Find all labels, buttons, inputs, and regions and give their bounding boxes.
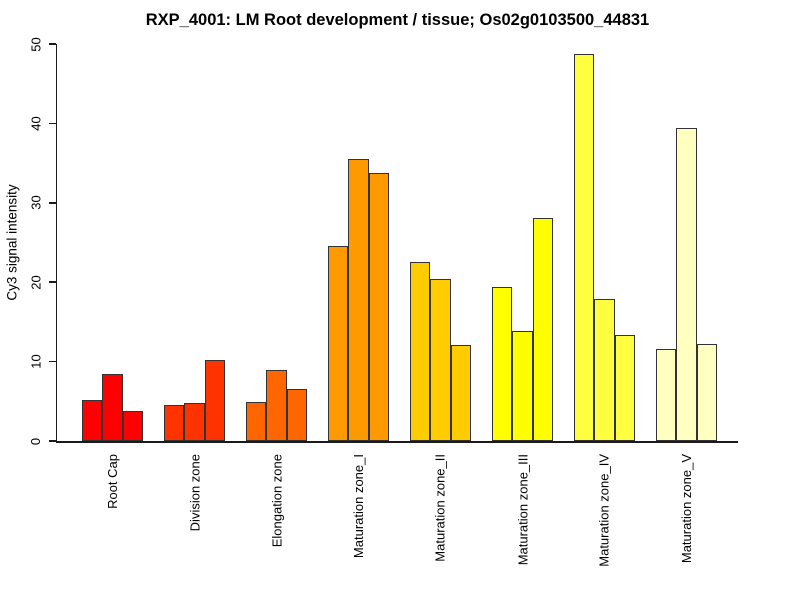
bar-root-cap-3 <box>122 410 144 441</box>
y-tick-label: 40 <box>28 116 44 131</box>
y-tick-label: 20 <box>28 274 44 290</box>
bar-division-zone-1 <box>163 405 185 441</box>
bar-maturation-zone-i-2 <box>348 159 369 441</box>
x-category-label: Maturation zone_I <box>350 454 366 559</box>
bar-root-cap-1 <box>81 399 103 441</box>
y-axis-line <box>55 44 57 441</box>
bar-maturation-zone-iv-1 <box>573 53 595 441</box>
bar-maturation-zone-i-3 <box>368 172 390 441</box>
x-category-label: Root Cap <box>104 454 120 509</box>
y-axis-tick <box>48 440 56 442</box>
x-category-label: Elongation zone <box>268 454 284 548</box>
x-category-label: Maturation zone_II <box>432 454 448 562</box>
bar-division-zone-3 <box>204 360 226 441</box>
bar-maturation-zone-iii-1 <box>491 286 513 441</box>
x-axis-line <box>55 441 738 443</box>
bar-maturation-zone-i-1 <box>327 245 349 441</box>
y-axis-title-box: Cy3 signal intensity <box>0 184 32 300</box>
y-axis-title: Cy3 signal intensity <box>4 183 20 301</box>
bar-maturation-zone-iv-2 <box>594 298 615 441</box>
bar-elongation-zone-3 <box>286 389 308 441</box>
bar-maturation-zone-iii-2 <box>512 331 533 441</box>
bar-maturation-zone-ii-2 <box>430 279 451 441</box>
bar-maturation-zone-ii-1 <box>409 262 431 441</box>
bar-division-zone-2 <box>184 402 205 441</box>
bar-maturation-zone-v-1 <box>655 348 677 441</box>
bar-maturation-zone-v-3 <box>696 344 718 441</box>
chart-title: RXP_4001: LM Root development / tissue; … <box>145 11 650 29</box>
y-axis-tick <box>48 281 56 283</box>
y-axis-tick <box>48 202 56 204</box>
y-tick-label: 30 <box>28 195 44 211</box>
x-category-label: Maturation zone_V <box>678 454 694 564</box>
y-tick-label: 0 <box>28 437 44 445</box>
y-axis-tick <box>48 122 56 125</box>
plot-area: 0 10 20 30 40 50 <box>28 37 738 445</box>
bar-maturation-zone-ii-3 <box>450 344 472 441</box>
y-tick-label: 50 <box>28 36 44 52</box>
bar-maturation-zone-iv-3 <box>614 334 636 441</box>
bar-maturation-zone-v-2 <box>676 128 697 441</box>
bar-elongation-zone-1 <box>245 402 267 441</box>
x-category-label: Maturation zone_IV <box>596 454 612 567</box>
x-category-label: Maturation zone_III <box>514 454 530 566</box>
x-category-label: Division zone <box>186 454 202 532</box>
y-tick-label: 10 <box>28 354 44 369</box>
bar-root-cap-2 <box>102 374 123 441</box>
y-axis-tick <box>48 360 56 363</box>
y-axis-tick <box>48 43 56 45</box>
bar-elongation-zone-2 <box>266 370 287 441</box>
bar-maturation-zone-iii-3 <box>532 217 554 441</box>
